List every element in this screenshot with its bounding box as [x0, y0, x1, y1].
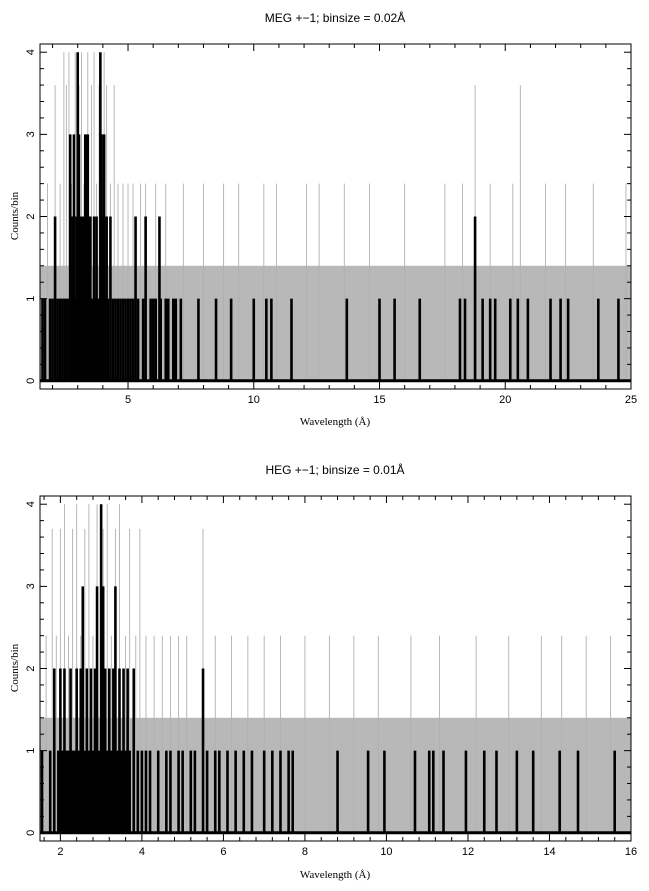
heg-title: HEG +−1; binsize = 0.01Å	[265, 462, 404, 477]
meg-x-tick-label: 20	[499, 394, 511, 406]
heg-x-tick-label: 6	[220, 846, 226, 858]
heg-x-tick-label: 14	[543, 846, 555, 858]
heg-y-tick-label: 4	[25, 501, 37, 507]
meg-x-tick-label: 10	[248, 394, 260, 406]
heg-y-tick-label: 1	[25, 748, 37, 754]
heg-x-tick-label: 16	[625, 846, 637, 858]
heg-ylabel: Counts/bin	[9, 643, 21, 692]
meg-plot-frame	[39, 43, 632, 390]
meg-x-tick-label: 15	[373, 394, 385, 406]
heg-x-tick-label: 4	[139, 846, 145, 858]
meg-y-tick-label: 3	[25, 131, 37, 137]
heg-x-tick-label: 10	[380, 846, 392, 858]
meg-ticks: 5 10 15 20 25 0 1 2 3 4	[25, 44, 637, 406]
meg-panel: MEG +−1; binsize = 0.02Å 5 10 15 20 2501234 …	[9, 10, 637, 428]
meg-y-tick-label: 2	[25, 213, 37, 219]
heg-data-layer	[40, 504, 631, 835]
heg-x-tick-label: 2	[57, 846, 63, 858]
meg-y-tick-label: 0	[25, 378, 37, 384]
heg-x-tick-label: 12	[462, 846, 474, 858]
meg-y-tick-label: 4	[25, 49, 37, 55]
heg-plot-frame	[39, 495, 632, 842]
heg-y-tick-label: 3	[25, 583, 37, 589]
heg-x-tick-label: 8	[302, 846, 308, 858]
meg-ylabel: Counts/bin	[9, 191, 21, 240]
meg-y-tick-label: 1	[25, 296, 37, 302]
meg-x-tick-label: 5	[125, 394, 131, 406]
heg-y-tick-label: 2	[25, 665, 37, 671]
meg-data-layer	[40, 52, 631, 383]
meg-x-tick-label: 25	[625, 394, 637, 406]
heg-y-tick-label: 0	[25, 830, 37, 836]
heg-xlabel: Wavelength (Å)	[300, 869, 371, 881]
meg-xlabel: Wavelength (Å)	[300, 416, 371, 428]
meg-title: MEG +−1; binsize = 0.02Å	[265, 10, 405, 25]
heg-panel: HEG +−1; binsize = 0.01Å 2 4 6 8 10 12 14 16012…	[9, 462, 637, 881]
